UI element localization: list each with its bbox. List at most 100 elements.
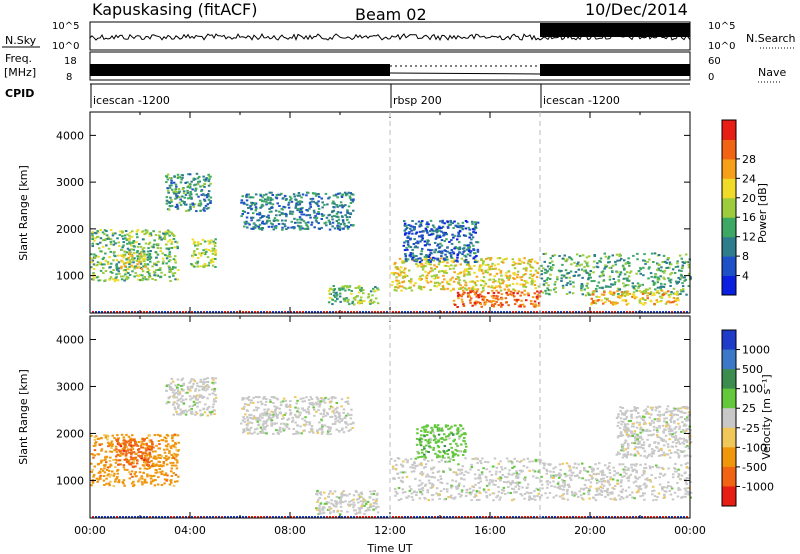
scatter-cell bbox=[494, 280, 497, 283]
scatter-cell bbox=[592, 260, 596, 263]
scatter-cell bbox=[147, 453, 150, 456]
scatter-cell bbox=[473, 302, 477, 304]
scatter-cell bbox=[110, 440, 114, 443]
scatter-cell bbox=[516, 276, 519, 279]
scatter-cell bbox=[122, 262, 126, 265]
scatter-cell bbox=[280, 192, 283, 195]
scatter-cell bbox=[199, 378, 203, 381]
scatter-cell bbox=[129, 456, 133, 459]
scatter-cell bbox=[682, 261, 686, 264]
scatter-cell bbox=[99, 474, 102, 477]
scatter-cell bbox=[360, 493, 364, 495]
scatter-cell bbox=[517, 290, 521, 293]
scatter-cell bbox=[107, 237, 111, 240]
scatter-cell bbox=[408, 245, 411, 248]
scatter-cell bbox=[414, 457, 417, 460]
baseline-cell bbox=[218, 311, 220, 313]
scatter-cell bbox=[487, 263, 490, 266]
scatter-cell bbox=[263, 408, 266, 411]
scatter-cell bbox=[261, 424, 265, 427]
scatter-cell bbox=[446, 453, 450, 456]
scatter-cell bbox=[396, 272, 400, 275]
scatter-cell bbox=[190, 407, 193, 410]
scatter-cell bbox=[188, 395, 192, 398]
scatter-cell bbox=[534, 303, 537, 306]
scatter-cell bbox=[332, 503, 335, 506]
scatter-cell bbox=[627, 275, 631, 278]
scatter-cell bbox=[248, 429, 251, 432]
y-tick-label: 3000 bbox=[56, 176, 84, 189]
baseline-cell bbox=[683, 311, 685, 313]
scatter-cell bbox=[440, 250, 444, 253]
scatter-cell bbox=[391, 280, 394, 283]
scatter-cell bbox=[310, 223, 313, 226]
scatter-cell bbox=[283, 428, 286, 431]
scatter-cell bbox=[349, 417, 353, 420]
baseline-cell bbox=[365, 311, 367, 313]
scatter-cell bbox=[133, 252, 136, 255]
scatter-cell bbox=[127, 440, 130, 443]
scatter-cell bbox=[532, 475, 535, 478]
scatter-cell bbox=[262, 397, 265, 400]
scatter-cell bbox=[450, 249, 453, 252]
scatter-cell bbox=[478, 268, 481, 271]
scatter-cell bbox=[476, 248, 480, 251]
baseline-cell bbox=[449, 311, 451, 313]
scatter-cell bbox=[172, 444, 175, 447]
scatter-cell bbox=[306, 408, 310, 411]
scatter-cell bbox=[136, 229, 140, 232]
scatter-cell bbox=[204, 403, 207, 406]
scatter-cell bbox=[104, 259, 107, 262]
scatter-cell bbox=[416, 242, 420, 245]
scatter-cell bbox=[533, 280, 536, 283]
scatter-cell bbox=[309, 203, 312, 206]
baseline-cell bbox=[314, 311, 316, 313]
scatter-cell bbox=[275, 397, 278, 400]
scatter-cell bbox=[536, 293, 540, 296]
scatter-cell bbox=[143, 255, 146, 258]
scatter-cell bbox=[306, 227, 310, 230]
scatter-cell bbox=[518, 473, 521, 476]
scatter-cell bbox=[622, 277, 626, 280]
scatter-cell bbox=[191, 397, 194, 400]
scatter-cell bbox=[310, 425, 314, 427]
scatter-cell bbox=[289, 405, 292, 408]
scatter-cell bbox=[681, 285, 685, 288]
scatter-cell bbox=[553, 254, 556, 257]
scatter-cell bbox=[523, 257, 526, 260]
scatter-cell bbox=[163, 234, 167, 237]
scatter-cell bbox=[315, 396, 319, 399]
scatter-cell bbox=[281, 208, 284, 211]
scatter-cell bbox=[678, 254, 682, 257]
scatter-cell bbox=[452, 280, 456, 283]
scatter-cell bbox=[446, 280, 449, 283]
scatter-cell bbox=[327, 492, 331, 495]
scatter-cell bbox=[174, 408, 177, 411]
scatter-cell bbox=[167, 265, 171, 268]
scatter-cell bbox=[421, 451, 424, 454]
scatter-cell bbox=[242, 416, 245, 419]
scatter-cell bbox=[114, 242, 117, 245]
scatter-cell bbox=[441, 219, 444, 222]
baseline-cell bbox=[296, 311, 298, 313]
scatter-cell bbox=[180, 400, 183, 403]
scatter-cell bbox=[646, 261, 649, 263]
scatter-cell bbox=[465, 445, 468, 448]
scatter-cell bbox=[106, 441, 110, 444]
scatter-cell bbox=[455, 259, 459, 262]
scatter-cell bbox=[165, 181, 168, 184]
scatter-cell bbox=[583, 265, 586, 268]
scatter-cell bbox=[448, 427, 452, 430]
scatter-cell bbox=[181, 176, 184, 179]
scatter-cell bbox=[638, 284, 641, 286]
scatter-cell bbox=[345, 422, 348, 425]
scatter-cell bbox=[689, 277, 692, 280]
scatter-cell bbox=[522, 261, 526, 264]
scatter-cell bbox=[185, 410, 189, 413]
scatter-cell bbox=[499, 302, 503, 305]
scatter-cell bbox=[181, 409, 185, 412]
scatter-cell bbox=[308, 421, 312, 424]
scatter-cell bbox=[536, 290, 539, 293]
scatter-cell bbox=[211, 392, 215, 395]
scatter-cell bbox=[463, 273, 466, 276]
